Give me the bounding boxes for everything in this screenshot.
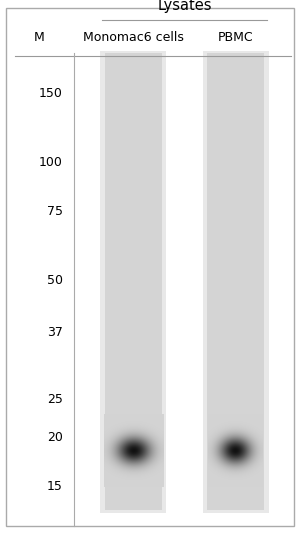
FancyBboxPatch shape: [202, 51, 268, 513]
Text: 100: 100: [39, 156, 63, 169]
FancyBboxPatch shape: [100, 51, 166, 513]
Text: 50: 50: [47, 274, 63, 287]
FancyBboxPatch shape: [207, 53, 264, 510]
Text: 15: 15: [47, 480, 63, 493]
Text: PBMC: PBMC: [218, 31, 253, 44]
Text: 20: 20: [47, 431, 63, 444]
Text: 75: 75: [47, 205, 63, 218]
FancyBboxPatch shape: [6, 8, 294, 526]
Text: 25: 25: [47, 393, 63, 406]
Text: 150: 150: [39, 87, 63, 100]
Text: Lysates: Lysates: [157, 0, 212, 13]
Text: M: M: [34, 31, 44, 44]
Text: 37: 37: [47, 326, 63, 339]
Text: Monomac6 cells: Monomac6 cells: [83, 31, 184, 44]
FancyBboxPatch shape: [105, 53, 162, 510]
